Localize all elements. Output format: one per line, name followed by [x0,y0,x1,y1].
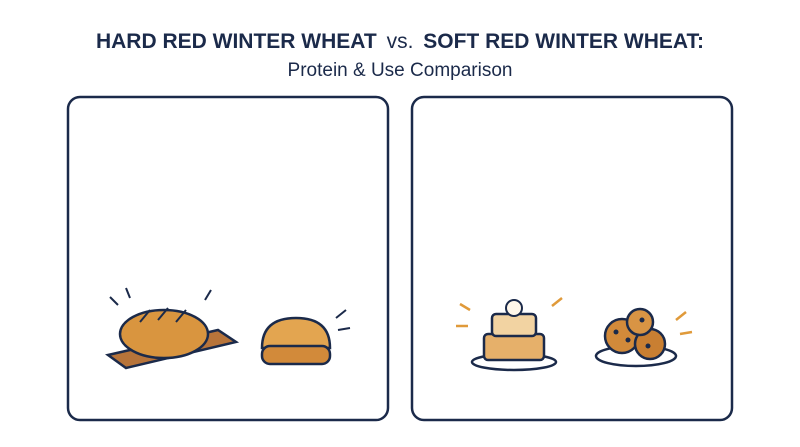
bread-icon [105,287,351,370]
title-a: HARD RED WINTER WHEAT [96,30,377,53]
title-b: SOFT RED WINTER WHEAT: [423,30,704,53]
title-vs: vs. [387,30,414,53]
panel [410,95,734,422]
title: HARD RED WINTER WHEAT vs. SOFT RED WINTE… [96,30,704,53]
panel [66,95,390,422]
pastry-icon [456,297,693,372]
subtitle: Protein & Use Comparison [288,60,513,81]
